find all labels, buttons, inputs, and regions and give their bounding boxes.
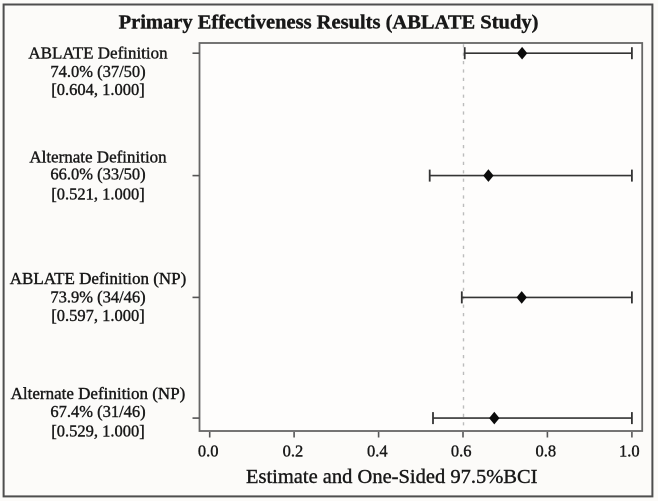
svg-text:0.0: 0.0 <box>198 441 219 460</box>
svg-text:[0.604, 1.000]: [0.604, 1.000] <box>51 80 145 99</box>
svg-text:0.8: 0.8 <box>535 441 556 460</box>
svg-text:ABLATE Definition (NP): ABLATE Definition (NP) <box>10 269 187 288</box>
svg-text:66.0% (33/50): 66.0% (33/50) <box>50 165 145 184</box>
svg-text:ABLATE Definition: ABLATE Definition <box>28 43 168 62</box>
svg-text:Alternate Definition: Alternate Definition <box>29 147 167 166</box>
svg-text:[0.529, 1.000]: [0.529, 1.000] <box>51 422 145 441</box>
svg-text:[0.521, 1.000]: [0.521, 1.000] <box>51 185 145 204</box>
svg-text:0.6: 0.6 <box>451 441 472 460</box>
svg-text:Primary Effectiveness Results: Primary Effectiveness Results (ABLATE St… <box>119 11 539 33</box>
svg-text:Estimate and One-Sided 97.5%BC: Estimate and One-Sided 97.5%BCI <box>246 466 538 488</box>
svg-text:[0.597, 1.000]: [0.597, 1.000] <box>51 306 145 325</box>
svg-text:0.2: 0.2 <box>283 441 304 460</box>
svg-text:1.0: 1.0 <box>619 441 640 460</box>
svg-text:Alternate Definition (NP): Alternate Definition (NP) <box>11 384 186 403</box>
svg-text:0.4: 0.4 <box>367 441 388 460</box>
svg-text:73.9% (34/46): 73.9% (34/46) <box>50 288 145 307</box>
svg-text:67.4% (31/46): 67.4% (31/46) <box>50 402 145 421</box>
svg-text:74.0% (37/50): 74.0% (37/50) <box>50 62 145 81</box>
